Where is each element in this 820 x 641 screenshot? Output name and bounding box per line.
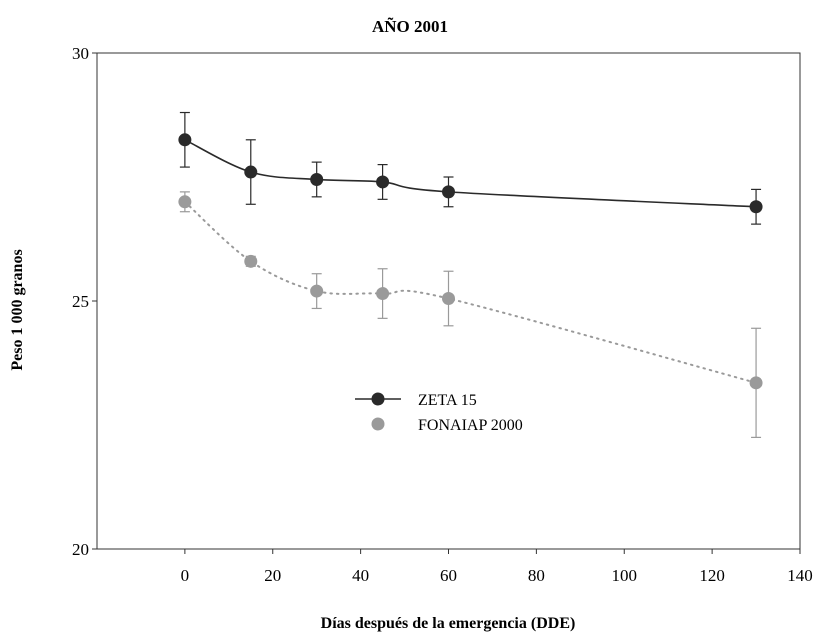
x-tick-label: 20 — [264, 566, 281, 585]
x-tick-label: 80 — [528, 566, 545, 585]
data-point — [244, 165, 258, 179]
series-1 — [178, 111, 763, 225]
y-tick-label: 30 — [72, 44, 89, 63]
legend-marker — [371, 392, 385, 406]
data-point — [244, 254, 258, 268]
x-tick-label: 100 — [612, 566, 638, 585]
data-point — [376, 287, 390, 301]
data-point — [376, 175, 390, 189]
series-layer — [178, 111, 763, 438]
legend: ZETA 15 FONAIAP 2000 — [355, 392, 523, 434]
series-line — [183, 200, 758, 384]
x-tick-label: 0 — [181, 566, 190, 585]
data-point — [749, 200, 763, 214]
data-point — [442, 185, 455, 199]
x-tick-label: 40 — [352, 566, 369, 585]
legend-item: FONAIAP 2000 — [371, 417, 523, 434]
x-tick-label: 60 — [440, 566, 457, 585]
series-2 — [178, 191, 763, 438]
data-point — [310, 284, 324, 298]
x-tick-label: 120 — [699, 566, 725, 585]
y-tick-label: 20 — [72, 540, 89, 559]
x-axis-label: Días después de la emergencia (DDE) — [321, 615, 576, 632]
axis-ticks: 0 20 40 60 80 100 120 140 20 25 30 — [72, 44, 813, 585]
legend-item: ZETA 15 — [355, 392, 477, 409]
legend-label: ZETA 15 — [418, 392, 477, 409]
data-point — [749, 376, 763, 390]
y-axis-label: Peso 1 000 granos — [9, 249, 26, 370]
x-tick-label: 140 — [787, 566, 813, 585]
series-line — [184, 139, 757, 208]
data-point — [178, 133, 192, 147]
legend-label: FONAIAP 2000 — [418, 417, 523, 434]
data-point — [178, 195, 192, 209]
y-tick-label: 25 — [72, 292, 89, 311]
legend-marker — [371, 417, 385, 431]
chart-title: AÑO 2001 — [372, 17, 448, 36]
data-point — [442, 292, 455, 306]
data-point — [310, 172, 324, 186]
